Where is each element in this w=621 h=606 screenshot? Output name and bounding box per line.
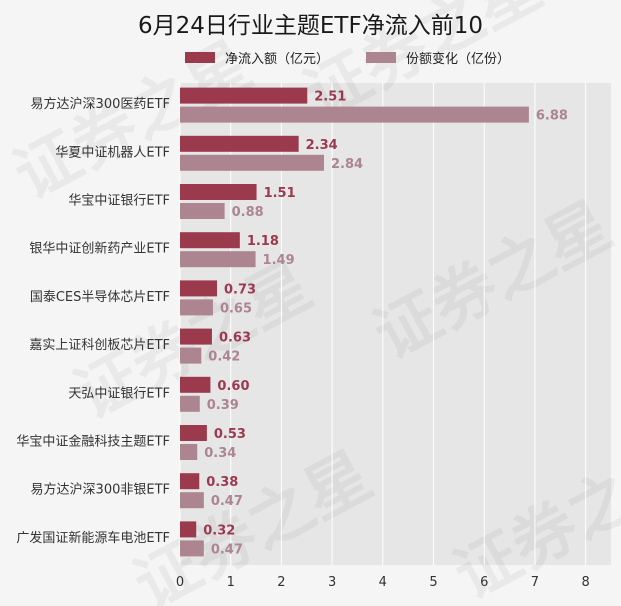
bar xyxy=(180,425,207,441)
x-tick-label: 6 xyxy=(480,575,488,590)
data-label: 0.34 xyxy=(204,446,236,461)
bar xyxy=(180,106,529,123)
category-label: 国泰CES半导体芯片ETF xyxy=(30,290,170,305)
data-label: 0.47 xyxy=(211,542,243,557)
data-label: 2.84 xyxy=(331,157,363,172)
data-label: 1.51 xyxy=(264,186,296,201)
data-label: 0.73 xyxy=(224,282,256,297)
category-label: 华宝中证金融科技主题ETF xyxy=(16,434,170,450)
bar xyxy=(180,251,256,268)
x-tick-label: 2 xyxy=(277,575,285,590)
bar xyxy=(180,135,299,152)
data-label: 1.49 xyxy=(263,253,295,268)
bar xyxy=(180,232,240,249)
x-tick-label: 4 xyxy=(379,575,387,590)
bar xyxy=(180,473,200,490)
data-label: 0.38 xyxy=(206,475,238,490)
data-label: 0.88 xyxy=(232,205,264,220)
data-label: 2.34 xyxy=(306,138,338,153)
data-label: 0.32 xyxy=(203,523,235,538)
x-tick-label: 3 xyxy=(328,575,336,590)
legend-swatch xyxy=(366,52,396,63)
chart-title: 6月24日行业主题ETF净流入前10 xyxy=(138,13,483,39)
bar xyxy=(180,395,200,412)
data-label: 0.63 xyxy=(219,331,251,346)
bar xyxy=(180,154,325,171)
category-label: 天弘中证银行ETF xyxy=(68,386,170,401)
x-tick-label: 8 xyxy=(582,575,590,590)
data-label: 0.53 xyxy=(214,427,246,442)
category-label: 广发国证新能源车电池ETF xyxy=(16,530,170,546)
legend-label: 份额变化（亿份） xyxy=(406,51,510,67)
bar xyxy=(180,299,213,316)
category-label: 嘉实上证科创板芯片ETF xyxy=(29,338,170,353)
data-label: 0.60 xyxy=(217,379,249,394)
data-label: 0.47 xyxy=(211,494,243,509)
bar xyxy=(180,87,308,104)
x-tick-label: 5 xyxy=(429,575,437,590)
data-label: 0.42 xyxy=(208,350,240,365)
category-label: 华夏中证机器人ETF xyxy=(55,145,170,160)
x-tick-label: 0 xyxy=(176,575,184,590)
bar xyxy=(180,203,225,219)
data-label: 6.88 xyxy=(536,109,568,124)
category-label: 银华中证创新药产业ETF xyxy=(29,241,170,257)
bar xyxy=(180,540,204,557)
category-label: 华宝中证银行ETF xyxy=(68,194,170,209)
bar xyxy=(180,444,198,460)
bar xyxy=(180,492,204,509)
data-label: 0.65 xyxy=(220,301,252,316)
bar xyxy=(180,184,257,200)
data-label: 0.39 xyxy=(207,398,239,413)
bar xyxy=(180,328,212,345)
x-tick-label: 7 xyxy=(531,575,539,590)
data-label: 1.18 xyxy=(247,234,279,249)
bar xyxy=(180,521,197,538)
bar xyxy=(180,376,211,393)
bar xyxy=(180,280,218,297)
legend-swatch xyxy=(185,52,215,63)
category-label: 易方达沪深300非银ETF xyxy=(31,482,170,498)
x-tick-label: 1 xyxy=(227,575,235,590)
data-label: 2.51 xyxy=(314,90,346,105)
category-label: 易方达沪深300医药ETF xyxy=(31,96,170,112)
bar xyxy=(180,347,202,364)
legend-label: 净流入额（亿元） xyxy=(225,52,329,67)
